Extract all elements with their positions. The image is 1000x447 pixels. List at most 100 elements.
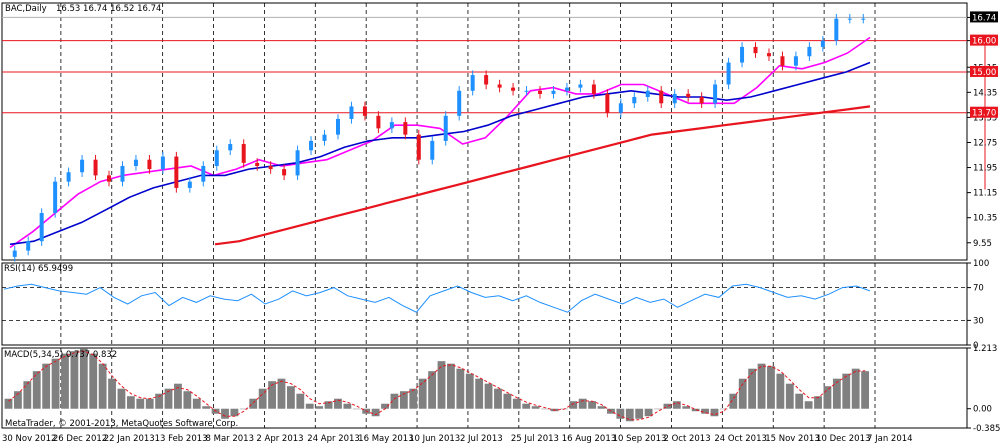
candle-body xyxy=(430,140,435,160)
x-tick-label: 13 Feb 2013 xyxy=(155,434,208,444)
macd-histogram-bar xyxy=(61,353,69,409)
macd-histogram-bar xyxy=(174,383,182,409)
rsi-line xyxy=(3,283,871,313)
macd-histogram-bar xyxy=(258,388,267,409)
candle-body xyxy=(618,103,623,113)
macd-histogram-bar xyxy=(851,368,860,409)
macd-histogram-bar xyxy=(447,363,455,409)
price-label-text: 13.70 xyxy=(972,109,996,119)
price-label-text: 15.00 xyxy=(972,68,996,78)
candle-body xyxy=(214,150,219,166)
macd-histogram-bar xyxy=(428,371,436,409)
macd-histogram-bar xyxy=(315,406,324,409)
x-tick-label: 22 Jan 2013 xyxy=(104,434,155,444)
candle-body xyxy=(766,53,771,57)
macd-histogram-bar xyxy=(832,378,841,409)
y-tick-label: 9.55 xyxy=(973,239,992,249)
candle-body xyxy=(564,87,569,91)
candle-body xyxy=(80,159,85,173)
candle-body xyxy=(268,165,273,170)
candle-body xyxy=(484,75,489,85)
price-label-box xyxy=(970,34,998,46)
macd-histogram-bar xyxy=(804,401,813,409)
price-label-text: 16.00 xyxy=(972,37,996,47)
candle-body xyxy=(847,18,852,20)
candle-body xyxy=(66,172,71,182)
macd-histogram-bar xyxy=(738,378,747,409)
candle-body xyxy=(120,165,125,182)
candle-body xyxy=(309,140,314,151)
candle-body xyxy=(12,250,17,257)
candle-body xyxy=(497,84,502,88)
macd-histogram-bar xyxy=(409,388,418,409)
candle-body xyxy=(107,175,112,182)
rsi-y-tick-label: 30 xyxy=(973,316,984,326)
candle-body xyxy=(632,97,637,104)
macd-histogram-bar xyxy=(795,393,804,409)
moving-average-line xyxy=(9,36,871,249)
macd-histogram-bar xyxy=(767,366,775,409)
macd-histogram-bar xyxy=(757,363,766,409)
candle-body xyxy=(187,181,192,188)
price-label-text: 16.74 xyxy=(972,13,996,23)
x-tick-label: 30 Nov 2012 xyxy=(2,434,56,444)
macd-histogram-bar xyxy=(390,393,399,409)
macd-histogram-bar xyxy=(79,348,88,409)
macd-histogram-bar xyxy=(418,378,427,409)
macd-histogram-bar xyxy=(578,398,587,409)
candle-body xyxy=(659,90,664,104)
macd-histogram-bar xyxy=(98,363,107,409)
x-tick-label: 16 May 2013 xyxy=(358,434,413,444)
candle-body xyxy=(470,75,475,91)
candle-body xyxy=(524,90,529,92)
candle-body xyxy=(551,90,556,94)
candle-body xyxy=(686,93,691,98)
x-tick-label: 2 Oct 2013 xyxy=(663,434,710,444)
macd-panel-frame xyxy=(1,347,968,429)
candle-body xyxy=(93,159,98,176)
macd-histogram-bar xyxy=(597,406,606,409)
macd-histogram-bar xyxy=(305,403,314,409)
moving-average-line xyxy=(214,105,871,246)
macd-histogram-bar xyxy=(334,398,342,409)
footer-credit: MetaTrader, © 2001-2013, MetaQuotes Soft… xyxy=(5,419,238,429)
macd-histogram-bar xyxy=(861,371,869,409)
candle-body xyxy=(834,18,839,41)
candle-body xyxy=(713,84,718,104)
macd-histogram-bar xyxy=(202,406,211,409)
candle-body xyxy=(793,56,798,66)
candle-body xyxy=(376,115,381,129)
macd-histogram-bar xyxy=(494,388,502,409)
macd-histogram-bar xyxy=(475,378,484,409)
macd-histogram-bar xyxy=(14,391,22,409)
macd-histogram-bar xyxy=(465,373,474,409)
macd-y-tick-label: 0.00 xyxy=(973,405,992,415)
macd-histogram-bar xyxy=(748,368,757,409)
candle-body xyxy=(228,144,233,151)
candle-body xyxy=(699,97,704,104)
macd-histogram-bar xyxy=(324,401,333,409)
macd-histogram-bar xyxy=(456,368,465,409)
candle-body xyxy=(820,40,825,47)
macd-histogram-bar xyxy=(484,383,493,409)
macd-y-tick-label: 1.213 xyxy=(973,344,997,354)
macd-histogram-bar xyxy=(635,408,644,419)
rsi-y-tick-label: 100 xyxy=(973,259,989,269)
macd-histogram-bar xyxy=(23,381,32,409)
x-tick-label: 10 Sep 2013 xyxy=(613,434,667,444)
macd-histogram-bar xyxy=(277,378,286,409)
chart-title: BAC,Daily xyxy=(5,4,47,14)
candle-body xyxy=(403,122,408,135)
macd-histogram-bar xyxy=(710,408,719,417)
candle-body xyxy=(39,212,44,242)
candle-body xyxy=(174,156,179,188)
macd-histogram-bar xyxy=(682,406,691,409)
candle-body xyxy=(322,134,327,141)
x-tick-label: 7 Jan 2014 xyxy=(867,434,913,444)
macd-histogram-bar xyxy=(164,388,173,409)
macd-histogram-bar xyxy=(512,398,521,409)
candle-body xyxy=(780,56,785,66)
candle-body xyxy=(605,93,610,113)
ohlc-readout: 16.53 16.74 16.52 16.74 xyxy=(56,4,161,14)
macd-histogram-bar xyxy=(522,403,531,409)
